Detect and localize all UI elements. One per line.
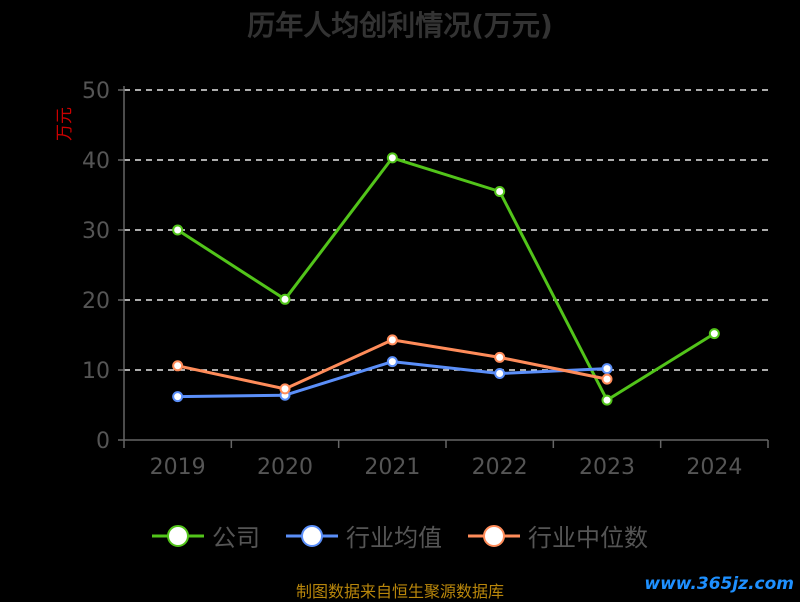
legend-swatch <box>152 524 204 547</box>
data-point <box>386 152 398 164</box>
y-tick-label: 30 <box>82 219 110 244</box>
data-point <box>172 360 184 372</box>
data-point <box>494 186 506 197</box>
watermark: www.365jz.com <box>644 574 794 594</box>
chart-legend: 公司 行业均值 行业中位数 <box>0 518 800 553</box>
x-tick-label: 2024 <box>686 455 742 480</box>
y-axis-label: 万元 <box>55 107 75 141</box>
legend-swatch <box>286 524 338 547</box>
data-point <box>279 293 291 305</box>
data-point <box>386 356 398 368</box>
x-tick-label: 2023 <box>579 455 635 480</box>
data-point <box>279 383 291 395</box>
x-tick-label: 2020 <box>257 455 313 480</box>
legend-item[interactable]: 行业中位数 <box>468 518 648 553</box>
legend-item[interactable]: 公司 <box>152 518 260 553</box>
data-point <box>494 368 506 379</box>
data-point <box>708 328 720 340</box>
y-tick-label: 10 <box>82 359 110 384</box>
data-point <box>386 334 398 346</box>
series-line-0 <box>176 156 716 402</box>
data-point <box>172 391 184 403</box>
data-point <box>601 394 613 406</box>
x-tick-label: 2021 <box>364 455 420 480</box>
y-tick-label: 20 <box>82 289 110 314</box>
legend-label: 行业中位数 <box>528 524 648 552</box>
legend-label: 行业均值 <box>346 524 442 552</box>
legend-swatch <box>468 524 520 547</box>
data-point <box>601 363 613 375</box>
x-tick-label: 2022 <box>472 455 528 480</box>
legend-label: 公司 <box>212 524 260 552</box>
data-point <box>494 351 506 363</box>
data-point <box>172 224 184 236</box>
y-tick-label: 50 <box>82 79 110 104</box>
x-tick-label: 2019 <box>150 455 206 480</box>
y-tick-label: 0 <box>96 429 110 454</box>
chart-title: 历年人均创利情况(万元) <box>247 9 553 42</box>
data-source-footer: 制图数据来自恒生聚源数据库 <box>295 582 504 601</box>
data-point <box>601 373 613 385</box>
legend-item[interactable]: 行业均值 <box>286 518 442 553</box>
y-tick-label: 40 <box>82 149 110 174</box>
